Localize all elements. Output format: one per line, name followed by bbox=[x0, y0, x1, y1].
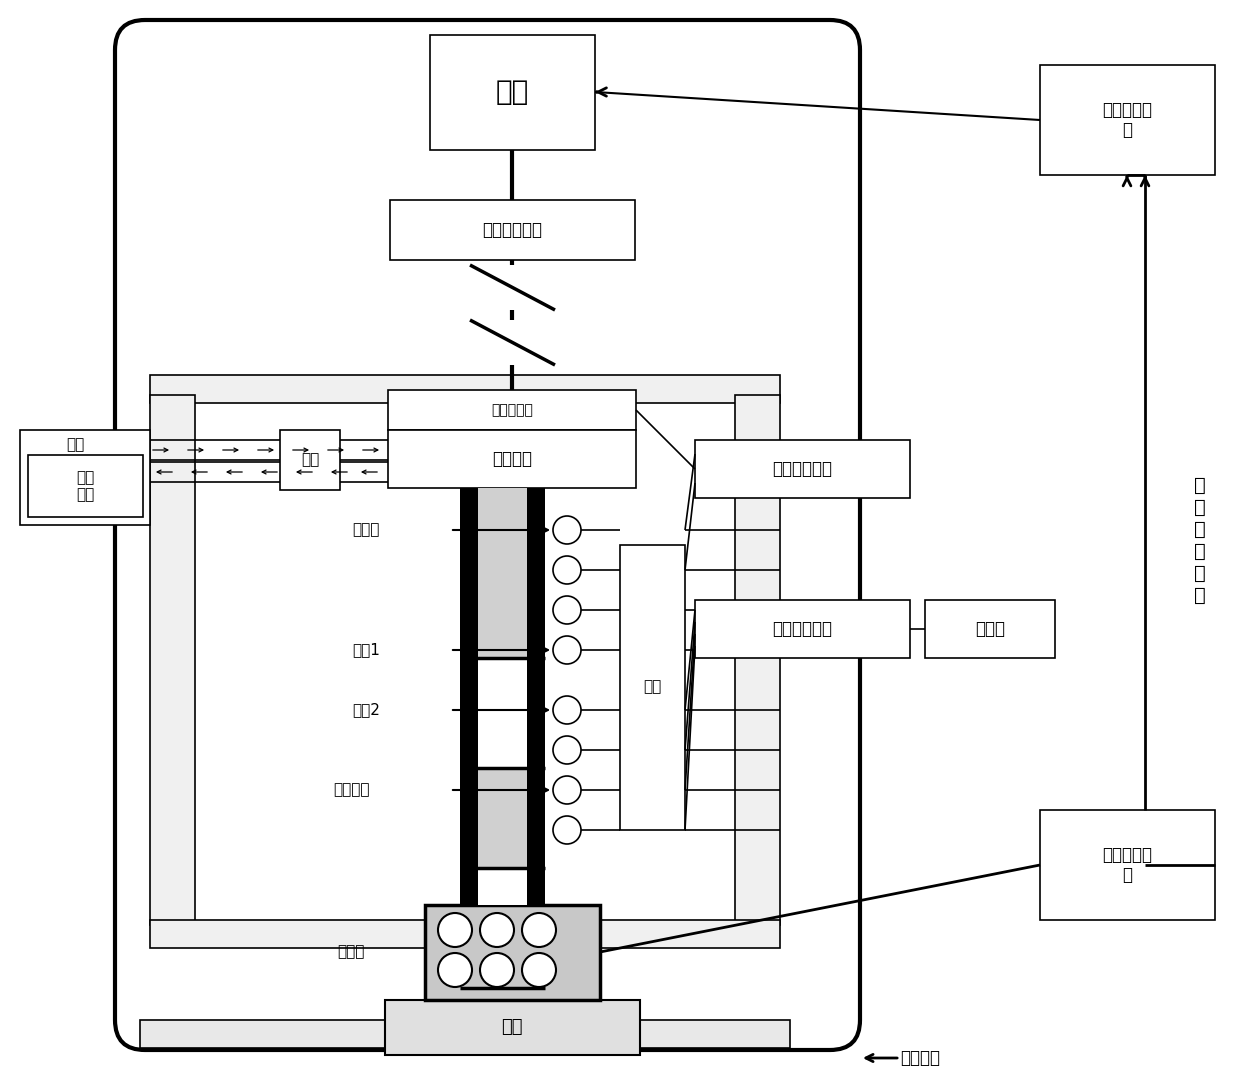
Bar bbox=[1040, 810, 1215, 920]
Text: 真空容器: 真空容器 bbox=[900, 1049, 940, 1067]
Text: 电机: 电机 bbox=[495, 78, 528, 106]
Bar bbox=[150, 375, 780, 403]
Bar bbox=[694, 440, 910, 498]
Bar bbox=[460, 488, 477, 905]
Circle shape bbox=[553, 696, 582, 724]
Bar bbox=[694, 600, 910, 658]
Text: 温度控制面
板: 温度控制面 板 bbox=[1102, 845, 1152, 884]
Circle shape bbox=[553, 596, 582, 624]
Circle shape bbox=[553, 556, 582, 584]
Bar bbox=[150, 920, 780, 948]
Bar bbox=[1040, 65, 1215, 175]
Bar bbox=[388, 430, 636, 488]
Bar bbox=[430, 35, 595, 150]
Text: 反
馈
调
节
压
力: 反 馈 调 节 压 力 bbox=[1194, 476, 1205, 604]
Text: 绝热材料: 绝热材料 bbox=[334, 783, 370, 798]
Text: 热电偶: 热电偶 bbox=[352, 522, 379, 537]
Circle shape bbox=[553, 776, 582, 804]
Bar bbox=[384, 1000, 640, 1055]
FancyBboxPatch shape bbox=[115, 21, 861, 1050]
Bar bbox=[20, 430, 150, 525]
Circle shape bbox=[553, 816, 582, 844]
Bar bbox=[391, 200, 635, 261]
Circle shape bbox=[480, 913, 515, 947]
Text: 法兰: 法兰 bbox=[642, 680, 661, 694]
Bar bbox=[150, 395, 195, 925]
Circle shape bbox=[480, 953, 515, 987]
Circle shape bbox=[438, 913, 472, 947]
Circle shape bbox=[553, 636, 582, 664]
Text: 试件2: 试件2 bbox=[352, 703, 379, 718]
Text: 压力控制面
板: 压力控制面 板 bbox=[1102, 101, 1152, 139]
Bar bbox=[280, 430, 340, 490]
Text: 冰水: 冰水 bbox=[66, 438, 84, 453]
Circle shape bbox=[438, 953, 472, 987]
Text: 试件1: 试件1 bbox=[352, 642, 379, 657]
Bar bbox=[620, 545, 684, 830]
Bar bbox=[388, 390, 636, 430]
Bar bbox=[477, 488, 527, 905]
Circle shape bbox=[553, 736, 582, 764]
Text: 丝杠加压装置: 丝杠加压装置 bbox=[482, 221, 542, 239]
Bar bbox=[527, 488, 546, 905]
Bar bbox=[29, 455, 143, 517]
Bar bbox=[925, 600, 1055, 658]
Text: 法兰: 法兰 bbox=[301, 453, 319, 467]
Text: 冷却装置: 冷却装置 bbox=[492, 450, 532, 468]
Text: 计算机: 计算机 bbox=[975, 620, 1004, 638]
Circle shape bbox=[522, 913, 556, 947]
Text: 温度数据采集: 温度数据采集 bbox=[773, 620, 832, 638]
Text: 压力敏感器: 压力敏感器 bbox=[491, 403, 533, 417]
Bar bbox=[735, 395, 780, 925]
Text: 水循
环泵: 水循 环泵 bbox=[76, 470, 94, 503]
Bar bbox=[140, 1020, 790, 1047]
Text: 加热器: 加热器 bbox=[337, 945, 365, 960]
Circle shape bbox=[522, 953, 556, 987]
Text: 压力数据采集: 压力数据采集 bbox=[773, 461, 832, 478]
Bar bbox=[477, 488, 527, 658]
Circle shape bbox=[553, 516, 582, 544]
Bar bbox=[477, 768, 527, 868]
Bar bbox=[425, 905, 600, 1000]
Text: 平台: 平台 bbox=[501, 1018, 523, 1036]
